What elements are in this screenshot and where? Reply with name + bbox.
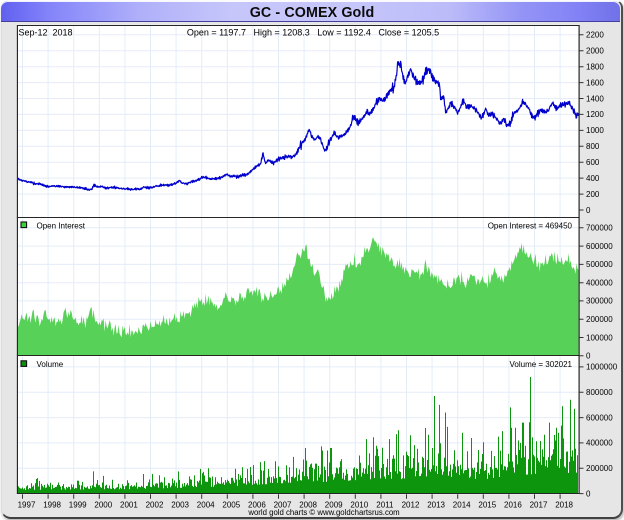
svg-text:Open Interest = 469450: Open Interest = 469450	[488, 221, 573, 230]
svg-text:800000: 800000	[586, 388, 613, 397]
svg-text:600000: 600000	[586, 413, 613, 422]
svg-text:1000000: 1000000	[586, 363, 618, 372]
svg-text:Volume: Volume	[37, 360, 64, 369]
svg-text:100000: 100000	[586, 333, 613, 342]
svg-text:2008: 2008	[299, 501, 317, 510]
svg-text:2000: 2000	[94, 501, 112, 510]
svg-text:0: 0	[586, 352, 591, 361]
svg-text:0: 0	[586, 206, 591, 215]
svg-text:2003: 2003	[171, 501, 189, 510]
svg-text:400000: 400000	[586, 279, 613, 288]
svg-text:800: 800	[586, 142, 600, 151]
svg-text:Sep-12 2018: Sep-12 2018	[19, 28, 73, 38]
svg-text:400: 400	[586, 174, 600, 183]
svg-text:200000: 200000	[586, 315, 613, 324]
svg-text:700000: 700000	[586, 224, 613, 233]
svg-text:2015: 2015	[478, 501, 496, 510]
svg-text:2000: 2000	[586, 47, 604, 56]
svg-text:300000: 300000	[586, 297, 613, 306]
svg-text:1998: 1998	[43, 501, 61, 510]
svg-text:2200: 2200	[586, 31, 604, 40]
svg-text:2016: 2016	[504, 501, 522, 510]
svg-text:1800: 1800	[586, 63, 604, 72]
svg-text:2018: 2018	[555, 501, 573, 510]
svg-text:2011: 2011	[376, 501, 394, 510]
svg-text:1400: 1400	[586, 94, 604, 103]
svg-text:400000: 400000	[586, 439, 613, 448]
svg-text:2009: 2009	[325, 501, 343, 510]
svg-text:2007: 2007	[274, 501, 292, 510]
svg-text:2005: 2005	[222, 501, 240, 510]
svg-text:200000: 200000	[586, 464, 613, 473]
svg-text:2006: 2006	[248, 501, 266, 510]
svg-text:world gold charts © www.goldch: world gold charts © www.goldchartsrus.co…	[247, 508, 399, 517]
svg-text:500000: 500000	[586, 260, 613, 269]
svg-text:2013: 2013	[427, 501, 445, 510]
svg-text:200: 200	[586, 190, 600, 199]
svg-text:Open Interest: Open Interest	[37, 221, 86, 230]
svg-text:600: 600	[586, 158, 600, 167]
svg-text:2002: 2002	[146, 501, 164, 510]
svg-text:2010: 2010	[350, 501, 368, 510]
svg-text:1999: 1999	[69, 501, 87, 510]
svg-text:Open = 1197.7 High = 1208.3: Open = 1197.7 High = 1208.3 Low = 1192.4…	[187, 28, 439, 38]
svg-text:1997: 1997	[18, 501, 36, 510]
svg-text:2017: 2017	[530, 501, 548, 510]
svg-text:2014: 2014	[453, 501, 471, 510]
svg-text:0: 0	[586, 489, 591, 498]
svg-text:2012: 2012	[402, 501, 420, 510]
svg-text:1000: 1000	[586, 126, 604, 135]
svg-text:600000: 600000	[586, 242, 613, 251]
svg-text:2004: 2004	[197, 501, 215, 510]
svg-text:1600: 1600	[586, 78, 604, 87]
svg-text:2001: 2001	[120, 501, 138, 510]
svg-text:Volume = 302021: Volume = 302021	[510, 360, 573, 369]
svg-text:1200: 1200	[586, 110, 604, 119]
